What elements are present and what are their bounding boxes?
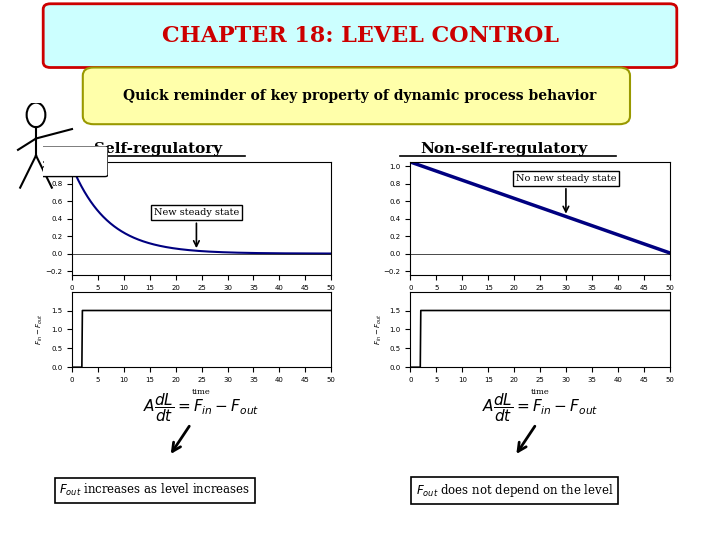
Text: $F_{out}$ increases as level increases: $F_{out}$ increases as level increases [59,482,251,498]
Text: No new steady state: No new steady state [516,174,616,184]
Text: CHAPTER 18: LEVEL CONTROL: CHAPTER 18: LEVEL CONTROL [161,25,559,46]
X-axis label: time: time [192,388,211,396]
Text: New steady state: New steady state [154,208,239,217]
FancyBboxPatch shape [40,146,108,177]
Y-axis label: $F_{in}-F_{out}$: $F_{in}-F_{out}$ [35,314,45,345]
FancyBboxPatch shape [83,68,630,124]
Text: Non-self-regulatory: Non-self-regulatory [420,141,588,156]
Text: Self-regulatory: Self-regulatory [94,141,222,156]
Text: $F_{out}$ does not depend on the level: $F_{out}$ does not depend on the level [416,482,613,499]
X-axis label: time: time [531,388,549,396]
FancyBboxPatch shape [43,4,677,68]
Text: $A\dfrac{dL}{dt} = F_{in} - F_{out}$: $A\dfrac{dL}{dt} = F_{in} - F_{out}$ [143,392,260,424]
X-axis label: time: time [531,296,549,305]
Text: $A\dfrac{dL}{dt} = F_{in} - F_{out}$: $A\dfrac{dL}{dt} = F_{in} - F_{out}$ [482,392,598,424]
Y-axis label: $F_{in}-F_{out}$: $F_{in}-F_{out}$ [374,314,384,345]
Polygon shape [33,162,43,167]
X-axis label: time: time [192,296,211,305]
Text: Quick reminder of key property of dynamic process behavior: Quick reminder of key property of dynami… [123,89,597,103]
